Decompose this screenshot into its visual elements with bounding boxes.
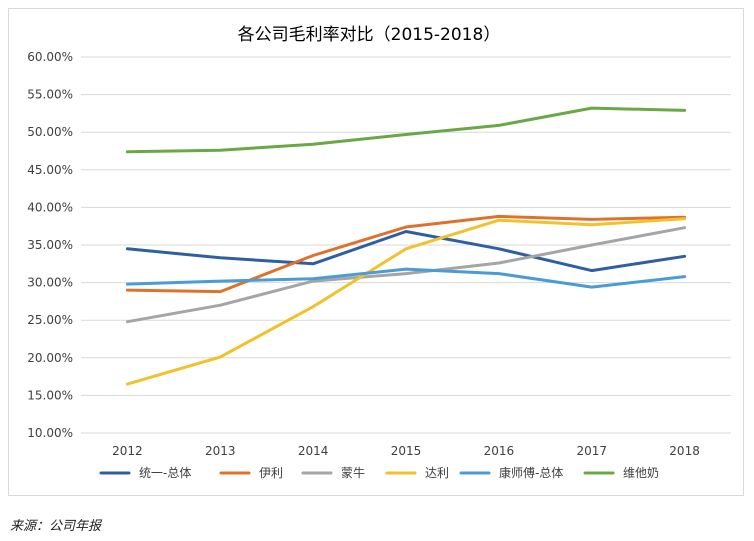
chart-frame: 各公司毛利率对比（2015-2018） 10.00% 15.00% 20.00% 25… xyxy=(8,8,744,496)
y-tick-label: 60.00% xyxy=(27,50,73,64)
y-tick-label: 20.00% xyxy=(27,351,73,365)
legend-label: 维他奶 xyxy=(623,466,659,480)
line-chart: 各公司毛利率对比（2015-2018） 10.00% 15.00% 20.00% 25… xyxy=(27,25,731,480)
x-tick-label: 2016 xyxy=(484,444,515,458)
y-tick-label: 40.00% xyxy=(27,200,73,214)
y-tick-label: 45.00% xyxy=(27,163,73,177)
series-line xyxy=(125,214,687,294)
series-line xyxy=(125,217,687,386)
x-tick-label: 2018 xyxy=(669,444,700,458)
source-note: 来源：公司年报 xyxy=(10,519,102,534)
y-tick-label: 30.00% xyxy=(27,276,73,290)
chart-title: 各公司毛利率对比（2015-2018） xyxy=(238,25,501,45)
x-tick-label: 2017 xyxy=(576,444,607,458)
y-tick-label: 25.00% xyxy=(27,313,73,327)
x-tick-label: 2014 xyxy=(298,444,329,458)
x-axis-tick-labels: 2012 2013 2014 2015 2016 2017 2018 xyxy=(112,444,700,458)
legend: 统一-总体 伊利 蒙牛 达利 康师傅-总体 维他奶 xyxy=(99,465,659,480)
y-tick-label: 50.00% xyxy=(27,125,73,139)
x-tick-label: 2013 xyxy=(205,444,236,458)
gridlines xyxy=(81,56,731,434)
series-line xyxy=(125,106,687,154)
x-tick-label: 2015 xyxy=(391,444,422,458)
legend-label: 统一-总体 xyxy=(139,466,191,480)
series-line xyxy=(125,226,687,324)
y-tick-label: 10.00% xyxy=(27,426,73,440)
legend-label: 蒙牛 xyxy=(341,465,365,480)
legend-label: 达利 xyxy=(425,466,449,480)
series-lines xyxy=(125,106,687,386)
legend-label: 伊利 xyxy=(259,466,283,480)
y-tick-label: 15.00% xyxy=(27,388,73,402)
y-tick-label: 35.00% xyxy=(27,238,73,252)
series-line xyxy=(125,267,687,289)
y-axis-tick-labels: 10.00% 15.00% 20.00% 25.00% 30.00% 35.00% 40.0… xyxy=(27,50,73,440)
x-tick-label: 2012 xyxy=(112,444,143,458)
series-line xyxy=(125,230,687,273)
y-tick-label: 55.00% xyxy=(27,88,73,102)
legend-label: 康师傅-总体 xyxy=(499,465,563,480)
